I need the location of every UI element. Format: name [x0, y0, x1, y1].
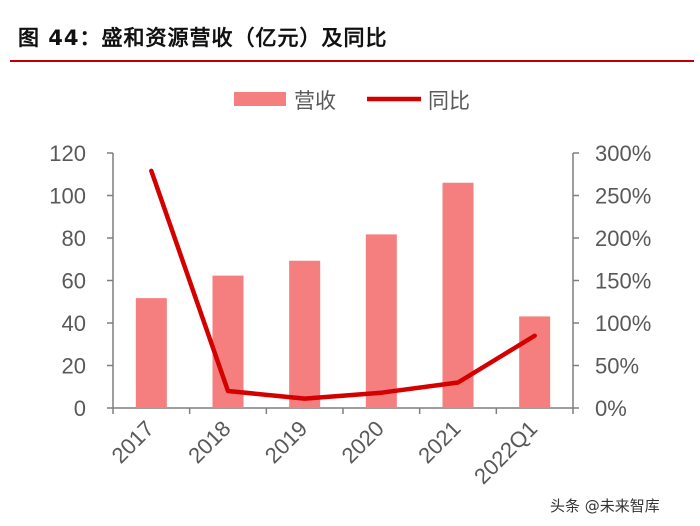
line-yoy: [149, 168, 537, 401]
left-tick-label: 40: [62, 311, 86, 336]
legend-swatch-revenue: [234, 92, 286, 106]
left-tick-label: 60: [62, 269, 86, 294]
line-point-yoy: [149, 168, 154, 173]
line-point-yoy: [302, 396, 307, 401]
line-point-yoy: [456, 380, 460, 385]
x-tick-label: 2019: [260, 416, 312, 468]
figure-title: 图 44：盛和资源营收（亿元）及同比: [18, 26, 388, 50]
bar-revenue: [365, 234, 397, 408]
x-tick-label: 2022Q1: [469, 416, 542, 489]
bar-revenue: [289, 260, 321, 408]
x-tick-label: 2021: [413, 416, 465, 468]
left-tick-label: 80: [62, 226, 86, 251]
right-tick-label: 100%: [595, 311, 651, 336]
legend-label-yoy: 同比: [428, 89, 470, 113]
right-tick-label: 200%: [595, 226, 651, 251]
left-tick-label: 120: [49, 141, 86, 166]
bar-revenue: [519, 316, 551, 408]
right-tick-label: 250%: [595, 184, 651, 209]
line-point-yoy: [226, 389, 230, 393]
left-tick-label: 20: [62, 354, 86, 379]
watermark: 头条 @未来智库: [548, 494, 662, 517]
right-tick-label: 0%: [595, 396, 627, 421]
legend-label-revenue: 营收: [294, 89, 336, 113]
line-point-yoy: [379, 390, 384, 395]
line-point-yoy: [532, 333, 537, 338]
x-tick-label: 2018: [183, 416, 235, 468]
left-tick-label: 100: [49, 184, 86, 209]
x-tick-label: 2017: [107, 416, 159, 468]
bar-revenue: [135, 298, 167, 408]
right-tick-label: 150%: [595, 269, 651, 294]
left-tick-label: 0: [74, 396, 86, 421]
bar-revenue: [442, 182, 474, 408]
title-rule: [10, 60, 694, 62]
right-tick-label: 300%: [595, 141, 651, 166]
x-tick-label: 2020: [337, 416, 389, 468]
right-tick-label: 50%: [595, 354, 639, 379]
